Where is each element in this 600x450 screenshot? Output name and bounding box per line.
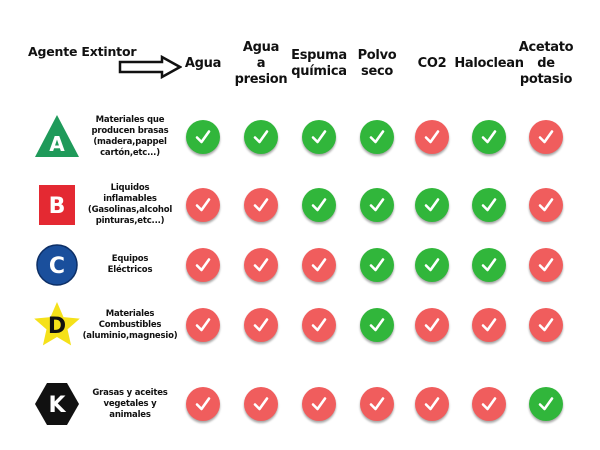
not-suitable-check-icon	[472, 308, 506, 342]
row-label-line: vegetales y	[103, 398, 157, 409]
not-suitable-check-icon	[302, 387, 336, 421]
extinguisher-agent-header: Agente Extintor	[28, 44, 137, 59]
row-label-line: pinturas,etc...)	[95, 216, 165, 226]
row-label-line: producen brasas	[91, 126, 169, 136]
not-suitable-check-icon	[302, 248, 336, 282]
column-header-line: química	[291, 64, 347, 79]
fire-class-letter: B	[49, 194, 66, 219]
row-label-line: (madera,pappel	[93, 137, 167, 147]
suitable-check-icon	[360, 120, 394, 154]
fire-class-letter: C	[49, 254, 65, 279]
row-label-line: cartón,etc...)	[100, 148, 160, 158]
suitable-check-icon	[186, 120, 220, 154]
fire-class-letter: D	[48, 314, 66, 339]
suitable-check-icon	[360, 248, 394, 282]
suitable-check-icon	[415, 248, 449, 282]
suitable-check-icon	[472, 120, 506, 154]
fire-class-k-label: Grasas y aceites vegetales y animales	[80, 388, 180, 421]
not-suitable-check-icon	[186, 308, 220, 342]
not-suitable-check-icon	[186, 387, 220, 421]
fire-class-d-icon: D	[33, 301, 81, 353]
suitable-check-icon	[360, 308, 394, 342]
suitable-check-icon	[302, 120, 336, 154]
column-header-acetato: Acetato de potasio	[506, 40, 586, 88]
suitable-check-icon	[302, 188, 336, 222]
not-suitable-check-icon	[244, 308, 278, 342]
not-suitable-check-icon	[472, 387, 506, 421]
column-header-haloclean: Haloclean	[449, 56, 529, 72]
column-header-agua-presion: Agua a presion	[221, 40, 301, 88]
row-label-line: Liquidos	[110, 183, 150, 193]
column-header-line: de	[537, 56, 555, 71]
not-suitable-check-icon	[529, 248, 563, 282]
suitable-check-icon	[244, 120, 278, 154]
not-suitable-check-icon	[529, 308, 563, 342]
suitable-check-icon	[472, 248, 506, 282]
fire-class-letter: K	[48, 393, 66, 418]
column-header-agua: Agua	[163, 56, 243, 72]
fire-class-c-label: Equipos Eléctricos	[80, 254, 180, 276]
row-label-line: animales	[109, 409, 151, 420]
not-suitable-check-icon	[244, 387, 278, 421]
row-label-line: inflamables	[103, 194, 157, 204]
column-header-co2: CO2	[392, 56, 472, 72]
row-label-line: Materiales que	[95, 115, 165, 125]
fire-class-a-icon: A	[33, 113, 81, 165]
not-suitable-check-icon	[415, 387, 449, 421]
row-label-line: Combustibles	[98, 319, 162, 330]
row-label-line: (aluminio,magnesio)	[82, 330, 178, 341]
column-header-line: seco	[361, 64, 393, 79]
column-header-line: Agua	[242, 40, 280, 55]
row-label-line: Equipos	[111, 254, 149, 264]
fire-class-letter: A	[49, 132, 65, 156]
column-header-line: Polvo	[357, 48, 397, 63]
row-label-line: (Gasolinas,alcohol	[87, 205, 173, 215]
suitable-check-icon	[360, 188, 394, 222]
not-suitable-check-icon	[360, 387, 394, 421]
not-suitable-check-icon	[529, 120, 563, 154]
not-suitable-check-icon	[529, 188, 563, 222]
not-suitable-check-icon	[302, 308, 336, 342]
suitable-check-icon	[472, 188, 506, 222]
not-suitable-check-icon	[186, 188, 220, 222]
not-suitable-check-icon	[415, 308, 449, 342]
arrow-right-icon	[118, 55, 182, 79]
suitable-check-icon	[529, 387, 563, 421]
column-header-line: Haloclean	[454, 56, 524, 71]
column-header-line: Acetato	[518, 40, 574, 55]
not-suitable-check-icon	[244, 188, 278, 222]
column-header-line: Agua	[184, 56, 222, 71]
column-header-line: a	[256, 56, 266, 71]
not-suitable-check-icon	[415, 120, 449, 154]
fire-class-a-label: Materiales que producen brasas (madera,pap…	[80, 115, 180, 159]
row-label-line: Materiales	[105, 308, 155, 319]
fire-class-c-icon: C	[33, 241, 81, 293]
column-header-line: Espuma	[291, 48, 347, 63]
suitable-check-icon	[415, 188, 449, 222]
column-header-line: presion	[234, 72, 288, 87]
column-header-line: potasio	[519, 72, 573, 87]
not-suitable-check-icon	[244, 248, 278, 282]
fire-class-b-icon: B	[33, 181, 81, 233]
not-suitable-check-icon	[186, 248, 220, 282]
column-header-espuma: Espuma química	[279, 48, 359, 80]
fire-class-d-label: Materiales Combustibles (aluminio,magnesio…	[80, 309, 180, 342]
row-label-line: Eléctricos	[107, 265, 153, 275]
fire-class-k-icon: K	[33, 380, 81, 432]
fire-class-b-label: Liquidos inflamables (Gasolinas,alcohol pin…	[80, 183, 180, 227]
row-label-line: Grasas y aceites	[92, 387, 168, 398]
column-header-line: CO2	[417, 56, 447, 71]
column-header-polvo: Polvo seco	[337, 48, 417, 80]
